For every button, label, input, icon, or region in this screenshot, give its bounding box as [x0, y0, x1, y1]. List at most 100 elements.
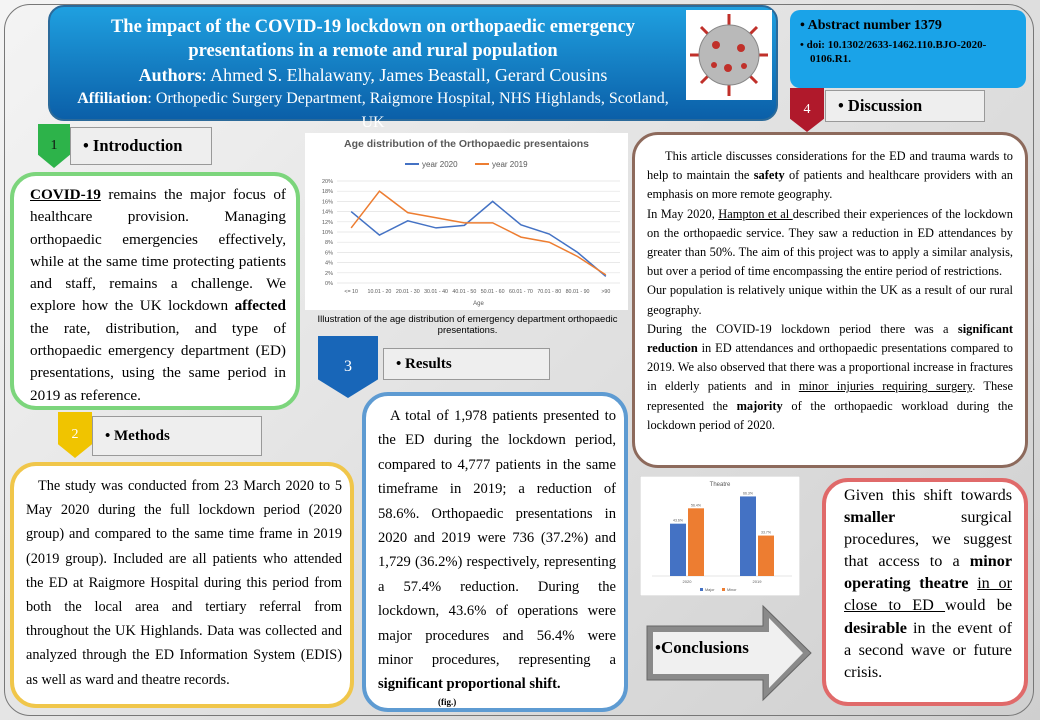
conclusions-arrow — [646, 604, 812, 702]
emphasis: minor operating theatre — [844, 552, 1012, 593]
text-run: surgical procedures, we suggest that acc… — [844, 508, 1012, 571]
section-label: • Discussion — [825, 90, 985, 122]
authors-text: : Ahmed S. Elhalawany, James Beastall, G… — [201, 65, 608, 85]
paragraph: In May 2020, Hampton et al described the… — [647, 205, 1013, 282]
affiliation-label: Affiliation — [77, 90, 148, 107]
value-label: 43.6% — [673, 519, 683, 523]
text-run: would be — [945, 596, 1012, 615]
y-tick-label: 14% — [322, 210, 333, 216]
virus-image — [686, 10, 772, 100]
y-tick-label: 4% — [325, 261, 333, 267]
paragraph: A total of 1,978 patients presented to t… — [378, 404, 616, 697]
theatre-chart: Theatre 2020 43.6% 56.4% 2019 66.3% 33.7% Major… — [640, 476, 800, 596]
paragraph: The study was conducted from 23 March 20… — [26, 474, 342, 692]
text-run: of patients and healthcare providers wit… — [647, 168, 1013, 202]
doi-text: doi: 10.1302/2633-1462.110.BJO-2020-0106… — [806, 39, 987, 65]
bar — [740, 496, 756, 576]
text-run: in the event of a second wave or future … — [844, 618, 1012, 681]
heading: Introduction — [92, 136, 183, 155]
value-label: 56.4% — [691, 503, 701, 507]
y-tick-label: 10% — [322, 230, 333, 236]
conclusions-box: Given this shift towards smaller surgica… — [822, 478, 1028, 706]
bar — [758, 535, 774, 576]
text-run: In May 2020, — [647, 206, 719, 221]
y-tick-label: 12% — [322, 220, 333, 226]
emphasis: significant reduction — [647, 321, 1013, 356]
legend-swatch — [700, 588, 703, 591]
paragraph: During the COVID-19 lockdown period ther… — [647, 320, 1013, 435]
y-tick-label: 20% — [322, 179, 333, 185]
x-tick-label: 2020 — [683, 579, 693, 584]
title-banner: The impact of the COVID-19 lockdown on o… — [48, 5, 778, 131]
x-tick-label: 20.01 - 30 — [396, 289, 420, 295]
methods-box: The study was conducted from 23 March 20… — [10, 462, 354, 708]
chart-title: Age distribution of the Orthopaedic pres… — [344, 138, 589, 150]
x-tick-label: <= 10 — [344, 289, 358, 295]
section-label: • Methods — [92, 416, 262, 456]
legend-label: Minor — [727, 588, 737, 592]
fig-note: (fig.) — [438, 696, 457, 707]
x-tick-label: 60.01 - 70 — [509, 289, 533, 295]
paragraph: This article discusses considerations fo… — [647, 147, 1013, 205]
doi: • doi: 10.1302/2633-1462.110.BJO-2020-01… — [800, 39, 987, 65]
text-run: described their experiences of the lockd… — [647, 206, 1013, 279]
line-series — [350, 190, 607, 276]
paragraph: COVID-19 remains the major focus of heal… — [30, 184, 286, 407]
emphasis: majority — [736, 398, 783, 413]
section-label: • Introduction — [70, 127, 212, 165]
x-tick-label: >90 — [601, 289, 610, 295]
text-run: in ED attendances and orthopaedic presen… — [647, 341, 1013, 394]
text-run: A total of 1,978 patients presented to t… — [378, 408, 616, 669]
legend-label: year 2020 — [422, 160, 458, 169]
emphasis: COVID-19 — [30, 186, 101, 203]
y-tick-label: 18% — [322, 189, 333, 195]
emphasis: safety — [753, 168, 785, 183]
emphasis: Hampton et al — [718, 206, 793, 221]
text-run: of the orthopaedic workload during the l… — [647, 398, 1013, 432]
text-run — [968, 574, 977, 592]
emphasis: in or close to ED — [844, 574, 1013, 615]
y-tick-label: 8% — [325, 240, 333, 246]
section-label: • Results — [383, 348, 550, 380]
introduction-box: COVID-19 remains the major focus of heal… — [10, 172, 300, 410]
abstract-number-text: Abstract number 1379 — [807, 18, 942, 33]
text-run: This article discusses considerations fo… — [647, 149, 1013, 183]
chart-caption: Illustration of the age distribution of … — [317, 314, 618, 336]
text-run: . These represented the — [647, 379, 1013, 413]
conclusions-heading: •Conclusions — [655, 638, 749, 657]
frame — [4, 4, 1034, 716]
x-tick-label: 30.01 - 40 — [424, 289, 448, 295]
paragraph: Our population is relatively unique with… — [647, 281, 1013, 319]
y-tick-label: 2% — [325, 271, 333, 277]
text-run: Given this shift towards — [844, 486, 1012, 504]
text-run: The study was conducted from 23 March 20… — [26, 478, 342, 688]
heading: Results — [405, 355, 452, 372]
abstract-number: • Abstract number 1379 — [800, 18, 942, 33]
results-box: A total of 1,978 patients presented to t… — [362, 392, 628, 712]
x-tick-label: 70.01 - 80 — [537, 289, 561, 295]
paragraph: Given this shift towards smaller surgica… — [844, 484, 1012, 683]
x-tick-label: 40.01 - 50 — [452, 289, 476, 295]
emphasis: smaller — [844, 508, 896, 527]
y-tick-label: 6% — [325, 250, 333, 256]
discussion-box: This article discusses considerations fo… — [632, 132, 1028, 468]
affiliation-text: : Orthopedic Surgery Department, Raigmor… — [147, 90, 669, 131]
x-axis-title: Age — [473, 301, 484, 307]
x-tick-label: 50.01 - 60 — [481, 289, 505, 295]
emphasis: affected — [234, 297, 286, 315]
abstract-box: • Abstract number 1379 • doi: 10.1302/26… — [790, 10, 1026, 88]
chart-title: Theatre — [710, 482, 731, 488]
chart-background — [640, 476, 800, 596]
x-tick-label: 2019 — [753, 579, 763, 584]
bar — [670, 523, 686, 576]
x-tick-label: 80.01 - 90 — [566, 289, 590, 295]
affiliation: Affiliation: Orthopedic Surgery Departme… — [70, 87, 676, 135]
legend-label: Major — [705, 588, 715, 592]
text-run: remains the major focus of healthcare pr… — [30, 186, 286, 315]
heading: Methods — [114, 427, 170, 444]
authors-label: Authors — [138, 65, 202, 85]
text-run: the rate, distribution, and type of orth… — [30, 319, 286, 404]
y-tick-label: 16% — [322, 199, 333, 205]
text-run: During the COVID-19 lockdown period ther… — [647, 321, 958, 336]
